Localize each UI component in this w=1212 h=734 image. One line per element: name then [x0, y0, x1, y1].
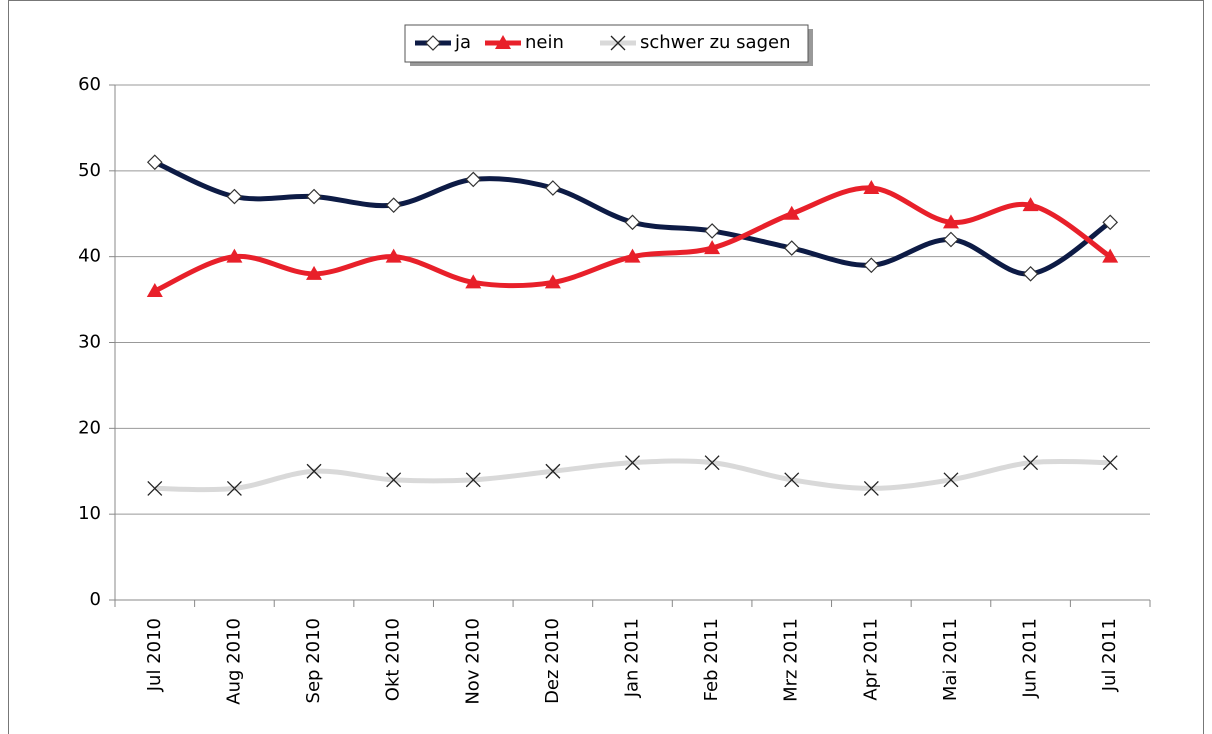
- legend-item: schwer zu sagen: [600, 32, 791, 53]
- marker: [306, 265, 323, 280]
- marker: [863, 180, 880, 194]
- x-tick-label: Dez 2010: [542, 618, 563, 704]
- marker: [425, 35, 441, 51]
- y-tick-label: 0: [90, 589, 101, 610]
- legend-item: nein: [485, 32, 564, 53]
- x-tick-label: Jul 2011: [1099, 618, 1120, 692]
- chart-frame: [8, 0, 1204, 734]
- x-tick-label: Apr 2011: [860, 618, 881, 701]
- marker: [704, 223, 720, 239]
- marker: [465, 171, 482, 188]
- marker: [783, 205, 800, 220]
- marker: [545, 463, 561, 479]
- x-tick-label: Mai 2011: [940, 618, 961, 701]
- x-tick-label: Aug 2010: [223, 618, 244, 705]
- y-tick-label: 10: [78, 503, 101, 524]
- marker: [704, 455, 720, 471]
- marker: [625, 455, 640, 471]
- marker: [943, 472, 959, 488]
- y-tick-label: 50: [78, 160, 101, 181]
- marker: [942, 214, 959, 229]
- marker: [943, 231, 959, 248]
- marker: [385, 248, 402, 263]
- marker: [784, 472, 800, 488]
- legend-label: ja: [454, 32, 471, 53]
- y-tick-label: 60: [78, 74, 101, 95]
- marker: [147, 480, 163, 496]
- marker: [385, 197, 402, 214]
- x-tick-label: Jul 2010: [144, 618, 165, 692]
- legend-label: schwer zu sagen: [640, 32, 791, 53]
- x-tick-label: Okt 2010: [383, 618, 404, 701]
- marker: [465, 472, 481, 488]
- x-tick-label: Jan 2011: [622, 618, 643, 698]
- marker: [386, 472, 402, 488]
- marker: [226, 248, 243, 263]
- marker: [863, 480, 879, 496]
- marker: [465, 274, 482, 289]
- marker: [1022, 197, 1039, 212]
- y-tick-label: 40: [78, 246, 101, 267]
- x-tick-label: Feb 2011: [701, 618, 722, 701]
- marker: [610, 35, 626, 51]
- y-tick-label: 20: [78, 417, 101, 438]
- marker: [544, 274, 561, 289]
- marker: [306, 188, 322, 205]
- marker: [495, 35, 511, 49]
- marker: [146, 283, 163, 297]
- marker: [1102, 214, 1119, 231]
- y-tick-label: 30: [78, 332, 101, 353]
- marker: [226, 188, 243, 205]
- marker: [783, 240, 800, 256]
- marker: [545, 180, 561, 196]
- marker: [1023, 455, 1039, 471]
- x-tick-label: Jun 2011: [1020, 618, 1041, 699]
- marker: [1022, 265, 1039, 282]
- marker: [226, 480, 242, 496]
- marker: [146, 154, 163, 171]
- marker: [1102, 455, 1118, 471]
- x-tick-label: Mrz 2011: [781, 618, 802, 702]
- legend-item: ja: [415, 32, 471, 53]
- x-tick-label: Sep 2010: [303, 618, 324, 703]
- legend-label: nein: [525, 32, 564, 53]
- marker: [306, 463, 322, 479]
- marker: [1102, 248, 1119, 263]
- marker: [624, 248, 641, 263]
- marker: [704, 240, 721, 255]
- marker: [624, 214, 641, 231]
- marker: [863, 257, 880, 274]
- x-tick-label: Nov 2010: [462, 618, 483, 705]
